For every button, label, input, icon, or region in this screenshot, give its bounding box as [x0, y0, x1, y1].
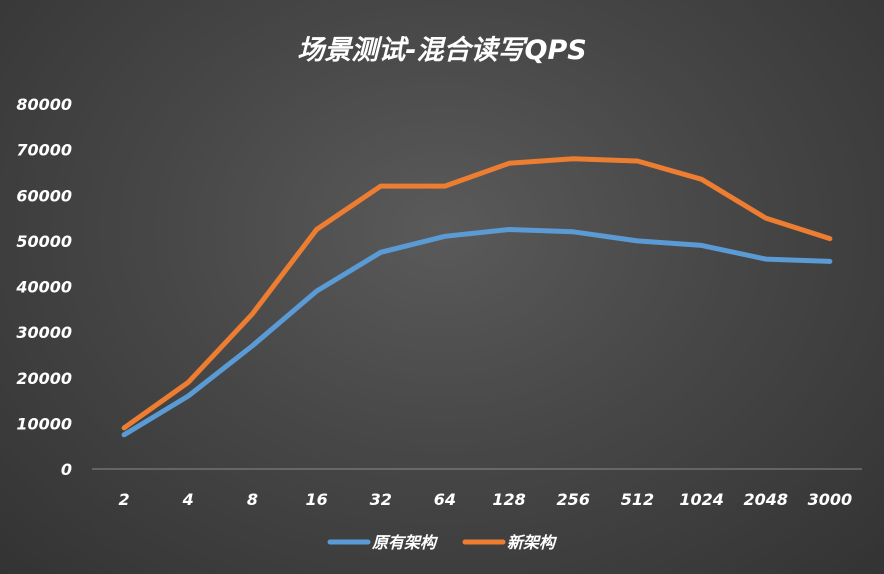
y-tick-label: 80000 [16, 95, 72, 114]
x-tick-label: 256 [557, 490, 590, 509]
y-tick-label: 40000 [15, 278, 72, 297]
legend-label-0: 原有架构 [371, 533, 439, 552]
x-tick-label: 16 [305, 490, 327, 509]
y-tick-label: 70000 [16, 141, 72, 160]
series-line-1 [121, 156, 833, 431]
y-tick-label: 20000 [16, 369, 72, 388]
x-tick-label: 128 [492, 490, 525, 509]
legend-label-1: 新架构 [507, 533, 558, 552]
y-tick-label: 60000 [16, 186, 72, 205]
x-axis-labels: 2 4 8 16 32 64 128 256 512 1024 2048 3000 [119, 490, 853, 509]
y-axis-labels: 0 10000 20000 30000 40000 50000 60000 70000 8000… [15, 95, 72, 479]
x-tick-label: 64 [434, 490, 456, 509]
x-tick-label: 3000 [808, 490, 853, 509]
x-tick-label: 4 [182, 490, 194, 509]
x-tick-label: 2048 [743, 490, 788, 509]
chart-title: 场景测试-混合读写QPS [297, 35, 586, 66]
x-tick-label: 32 [370, 490, 392, 509]
y-tick-label: 50000 [16, 232, 72, 251]
x-tick-label: 8 [247, 490, 258, 509]
series-line-0 [121, 227, 833, 438]
x-tick-label: 2 [119, 490, 130, 509]
x-tick-label: 1024 [679, 490, 724, 509]
y-tick-label: 0 [61, 460, 72, 479]
y-tick-label: 10000 [16, 414, 72, 433]
legend: 原有架构 新架构 [327, 533, 558, 552]
y-tick-label: 30000 [16, 323, 72, 342]
x-tick-label: 512 [621, 490, 654, 509]
series-lines [121, 156, 833, 438]
